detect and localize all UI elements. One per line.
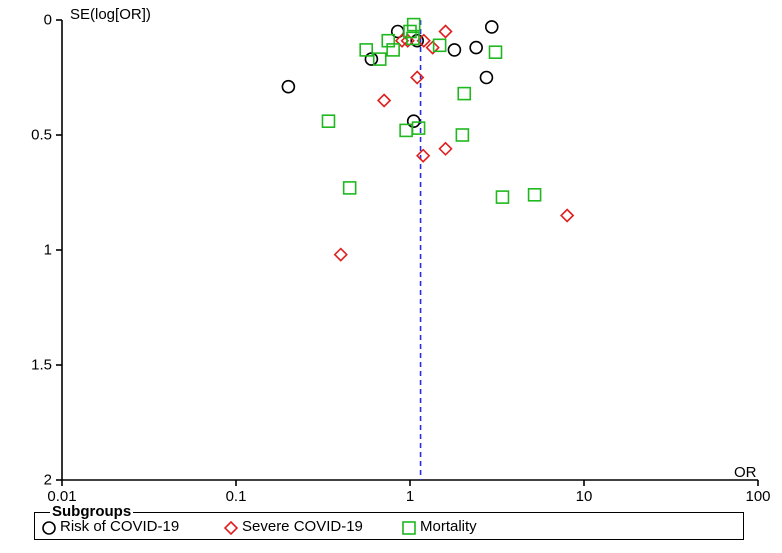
x-axis-title: OR	[734, 464, 757, 481]
plot-canvas	[0, 0, 782, 553]
legend-item: Mortality	[402, 518, 477, 535]
series-mortality	[322, 19, 540, 204]
legend-item-label: Severe COVID-19	[242, 518, 363, 535]
square-icon	[402, 521, 414, 533]
series-risk-of-covid-19	[282, 21, 497, 127]
y-tick-label: 0.5	[31, 127, 52, 144]
legend-item: Severe COVID-19	[224, 518, 363, 535]
x-tick-label: 10	[576, 488, 593, 505]
legend-item: Risk of COVID-19	[42, 518, 179, 535]
x-tick-label: 1	[406, 488, 414, 505]
y-tick-label: 0	[44, 12, 52, 29]
series-severe-covid-19	[335, 26, 573, 261]
x-tick-label: 0.1	[226, 488, 247, 505]
diamond-icon	[224, 521, 236, 533]
y-tick-label: 1.5	[31, 357, 52, 374]
legend-item-label: Risk of COVID-19	[60, 518, 179, 535]
x-tick-label: 100	[745, 488, 770, 505]
legend-item-label: Mortality	[420, 518, 477, 535]
circle-icon	[42, 521, 54, 533]
y-tick-label: 2	[44, 472, 52, 489]
y-tick-label: 1	[44, 242, 52, 259]
y-axis-title: SE(log[OR])	[70, 6, 151, 23]
funnel-plot: SE(log[OR]) OR 0.010.1110100 00.511.52 S…	[0, 0, 782, 553]
